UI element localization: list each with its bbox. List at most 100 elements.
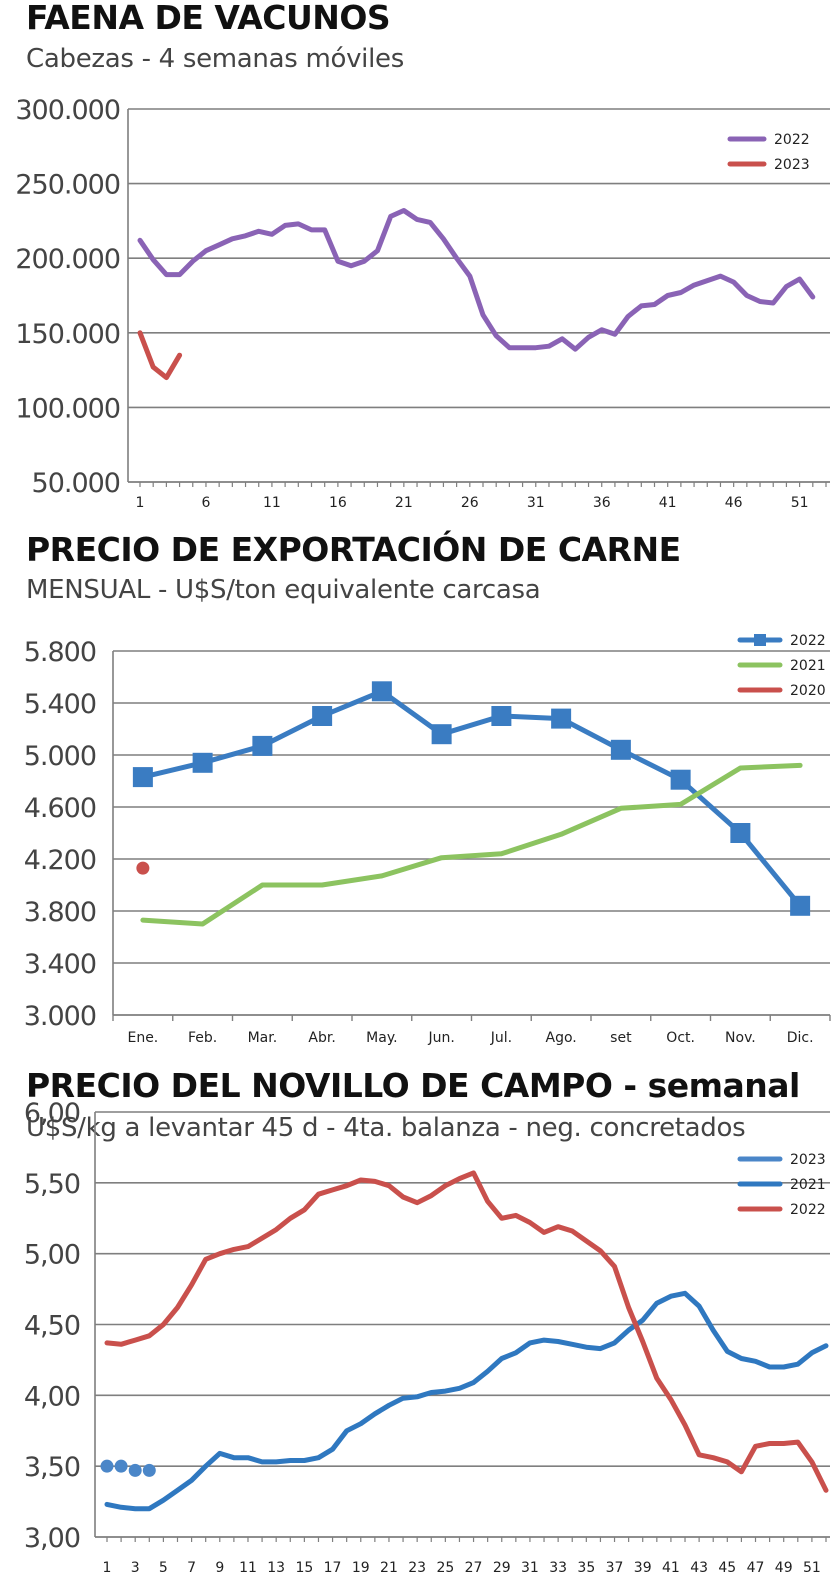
y-tick-label: 300.000 (15, 95, 120, 126)
x-tick-label: 37 (606, 1560, 624, 1576)
x-tick-label: Oct. (666, 1030, 695, 1046)
data-point-2022 (371, 681, 392, 702)
data-point-2023 (142, 1463, 156, 1477)
y-tick-label: 6,00 (24, 1098, 80, 1129)
x-tick-label: 11 (263, 495, 281, 511)
x-tick-label: 35 (577, 1560, 595, 1576)
data-point-2022 (252, 735, 273, 756)
exportacion-chart: 3.000 3.400 3.800 4.200 4.600 5.000 5.400 5.800… (24, 633, 831, 1046)
chart-subtitle: MENSUAL - U$S/ton equivalente carcasa (26, 575, 541, 605)
x-tick-label: Ene. (127, 1030, 158, 1046)
x-tick-label: 21 (380, 1560, 398, 1576)
legend-label-2022: 2022 (774, 132, 810, 148)
x-tick-label: 31 (521, 1560, 539, 1576)
x-tick-label: 7 (187, 1560, 196, 1576)
x-tick-label: 25 (436, 1560, 454, 1576)
legend-label-2020: 2020 (790, 683, 826, 699)
y-tick-label: 3.800 (24, 897, 96, 928)
series-line-2021 (104, 1290, 829, 1512)
x-tick-label: 39 (634, 1560, 652, 1576)
x-tick-label: Mar. (248, 1030, 278, 1046)
y-tick-label: 150.000 (15, 319, 120, 350)
x-tick-label: 33 (549, 1560, 567, 1576)
x-tick-label: May. (366, 1030, 397, 1046)
x-tick-label: 27 (465, 1560, 483, 1576)
data-point-2022 (610, 739, 631, 760)
series-line-2022 (104, 1170, 829, 1493)
data-point-2022 (790, 895, 811, 916)
x-tick-label: 51 (803, 1560, 821, 1576)
x-tick-label: 43 (690, 1560, 708, 1576)
data-point-2022 (312, 706, 333, 726)
x-tick-label: 5 (159, 1560, 168, 1576)
data-point-2022 (730, 823, 751, 843)
x-tick-label: 21 (395, 495, 413, 511)
chart-title: PRECIO DE EXPORTACIÓN DE CARNE (26, 530, 681, 569)
data-point-2022 (132, 767, 153, 788)
x-tick-label: 26 (461, 495, 479, 511)
y-tick-label: 3.000 (24, 1001, 96, 1032)
x-tick-label: 16 (329, 495, 347, 511)
x-tick-label: Jun. (427, 1030, 454, 1046)
y-tick-label: 100.000 (15, 393, 120, 424)
data-point-2022 (491, 706, 512, 726)
y-tick-label: 250.000 (15, 170, 120, 201)
series-line-2021 (140, 762, 803, 927)
chart-title: FAENA DE VACUNOS (26, 0, 391, 37)
data-point-2022 (670, 769, 691, 790)
x-tick-label: 31 (527, 495, 545, 511)
legend-marker-2022 (754, 634, 766, 646)
x-tick-label: 46 (725, 495, 743, 511)
y-tick-label: 50.000 (32, 468, 120, 499)
x-tick-label: 29 (493, 1560, 511, 1576)
y-tick-label: 5.400 (24, 689, 96, 720)
legend-label-2022: 2022 (790, 1202, 826, 1218)
y-tick-label: 3.400 (24, 949, 96, 980)
data-point-2020 (136, 861, 150, 875)
data-point-2023 (100, 1459, 114, 1473)
chart-subtitle: U$S/kg a levantar 45 d - 4ta. balanza - … (26, 1113, 746, 1143)
x-tick-label: 41 (662, 1560, 680, 1576)
x-tick-label: 19 (352, 1560, 370, 1576)
y-tick-label: 5.800 (24, 637, 96, 668)
data-point-2023 (114, 1459, 128, 1473)
series-line-2022 (137, 208, 816, 352)
y-tick-label: 4,00 (24, 1381, 80, 1412)
x-tick-label: 36 (593, 495, 611, 511)
legend-label-2021: 2021 (790, 1177, 826, 1193)
y-tick-label: 4.600 (24, 793, 96, 824)
x-tick-label: 6 (202, 495, 211, 511)
x-tick-label: 11 (239, 1560, 257, 1576)
legend-label-2023: 2023 (790, 1152, 826, 1168)
x-tick-label: Abr. (308, 1030, 335, 1046)
data-point-2023 (128, 1463, 142, 1477)
x-tick-label: 51 (791, 495, 809, 511)
x-tick-label: 47 (747, 1560, 765, 1576)
x-tick-label: 49 (775, 1560, 793, 1576)
novillo-chart: 3,003,504,004,505,005,506,001 3 5 7 9 11 13 15 1… (24, 1098, 830, 1576)
x-tick-label: 41 (659, 495, 677, 511)
legend-label-2022: 2022 (790, 633, 826, 649)
series-line-2023 (137, 330, 183, 381)
x-tick-label: 23 (408, 1560, 426, 1576)
y-tick-label: 3,50 (24, 1452, 80, 1483)
y-tick-label: 5.000 (24, 741, 96, 772)
chart-title: PRECIO DEL NOVILLO DE CAMPO - semanal (26, 1066, 800, 1105)
x-tick-label: 1 (136, 495, 145, 511)
x-tick-label: 9 (215, 1560, 224, 1576)
x-tick-label: 13 (267, 1560, 285, 1576)
y-tick-label: 5,00 (24, 1240, 80, 1271)
y-tick-label: 4.200 (24, 845, 96, 876)
x-tick-label: 15 (295, 1560, 313, 1576)
series-line-2022 (140, 688, 803, 909)
faena-chart: 50.000 100.000 150.000 200.000 250.000 300.00… (15, 95, 830, 511)
legend-label-2021: 2021 (790, 658, 826, 674)
y-tick-label: 200.000 (15, 244, 120, 275)
data-point-2022 (192, 752, 213, 773)
x-tick-label: Jul. (490, 1030, 512, 1046)
y-tick-label: 4,50 (24, 1311, 80, 1342)
chart-panel-faena: FAENA DE VACUNOS Cabezas - 4 semanas móv… (0, 0, 840, 520)
data-point-2022 (431, 724, 452, 745)
x-tick-label: 17 (324, 1560, 342, 1576)
legend-label-2023: 2023 (774, 157, 810, 173)
